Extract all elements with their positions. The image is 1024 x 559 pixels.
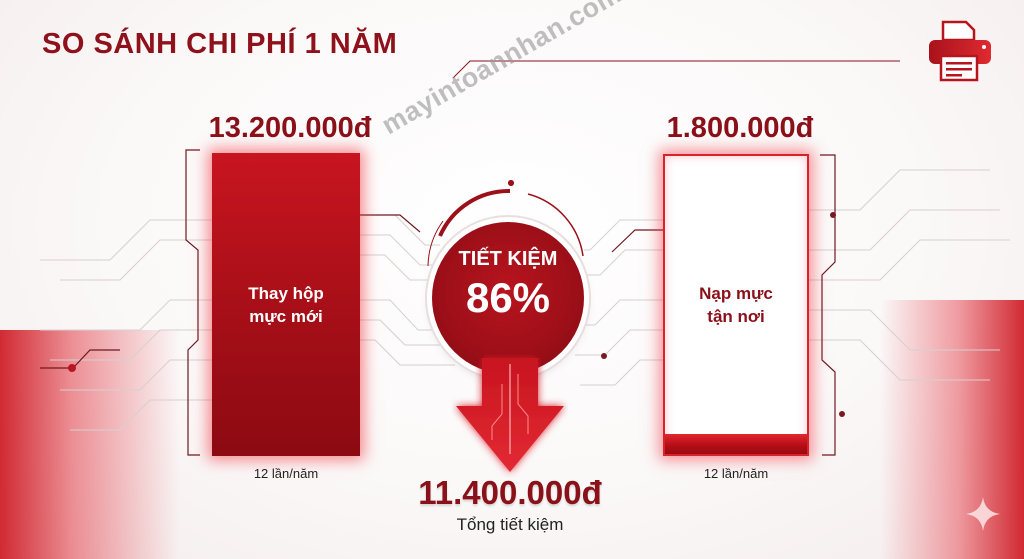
- sparkle-icon: [966, 497, 1000, 531]
- total-savings-label: Tổng tiết kiệm: [456, 515, 564, 534]
- savings-badge-title: TIẾT KIỆM: [458, 248, 558, 270]
- total-savings-amount: 11.400.000đ: [418, 474, 602, 511]
- arrow-down-icon: [456, 358, 564, 472]
- bar-replace-cartridge: Thay hộp mực mới: [212, 153, 360, 456]
- bar-label-left-line2: mực mới: [249, 306, 323, 326]
- right-price: 1.800.000đ: [666, 112, 814, 144]
- bar-label-left: Thay hộp mực mới: [212, 282, 360, 328]
- savings-badge-percent: 86%: [465, 274, 551, 321]
- bar-refill-fill: [665, 434, 807, 454]
- bar-label-right-line1: Nạp mực: [699, 284, 773, 303]
- left-price: 13.200.000đ: [208, 112, 372, 144]
- decorative-glow-left: [0, 330, 180, 559]
- bar-label-right: Nạp mực tận nơi: [665, 282, 807, 328]
- savings-badge: TIẾT KIỆM 86%: [432, 222, 584, 374]
- bar-label-right-line2: tận nơi: [707, 307, 765, 326]
- bar-label-left-line1: Thay hộp: [248, 283, 324, 303]
- bar-refill-ink: Nạp mực tận nơi: [663, 154, 809, 456]
- left-frequency: 12 lần/năm: [253, 466, 319, 481]
- decorative-glow-right: [880, 300, 1024, 559]
- printer-icon: [929, 20, 991, 82]
- right-frequency: 12 lần/năm: [703, 466, 769, 481]
- page-title: SO SÁNH CHI PHÍ 1 NĂM: [42, 28, 398, 60]
- title-underline: [452, 60, 900, 78]
